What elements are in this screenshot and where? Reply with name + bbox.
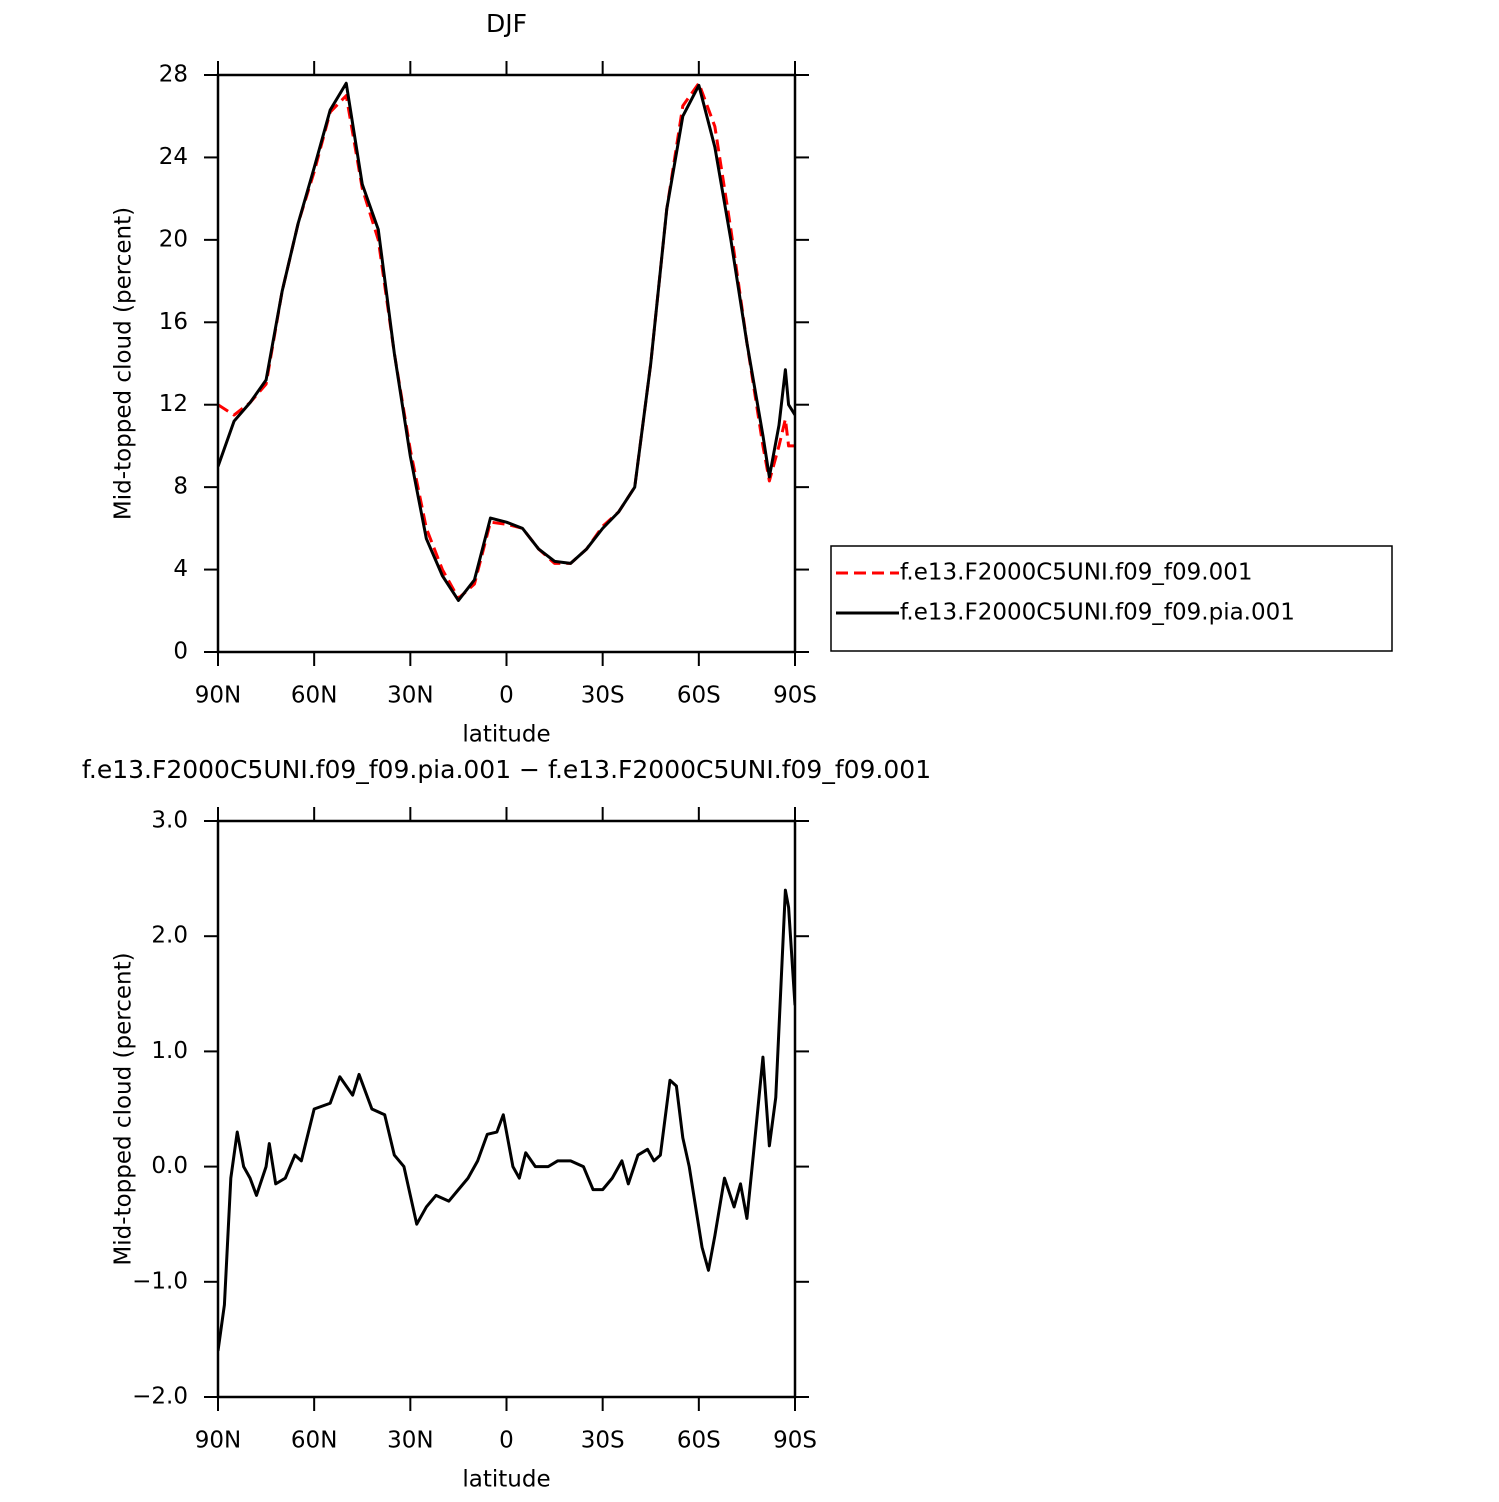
plot-frame	[216, 73, 797, 654]
x-tick-label: 90N	[195, 683, 241, 709]
y-tick-label: −1.0	[132, 1268, 188, 1294]
y-axis-label: Mid-topped cloud (percent)	[111, 952, 137, 1265]
y-tick-label: 8	[173, 474, 188, 500]
legend-box	[830, 545, 1393, 652]
y-tick-label: 2.0	[151, 923, 188, 949]
y-tick-label: −2.0	[132, 1384, 188, 1410]
y-tick-label: 20	[159, 226, 188, 252]
y-tick-label: 1.0	[151, 1038, 188, 1064]
y-tick-label: 0.0	[151, 1153, 188, 1179]
series-line	[218, 81, 795, 602]
x-tick-label: 30N	[387, 1428, 433, 1454]
y-tick-label: 3.0	[151, 808, 188, 834]
y-tick-label: 12	[159, 391, 188, 417]
x-tick-label: 60S	[677, 1428, 721, 1454]
x-tick-label: 60S	[677, 683, 721, 709]
legend-label: f.e13.F2000C5UNI.f09_f09.pia.001	[900, 600, 1295, 626]
series-line	[218, 888, 795, 1352]
x-tick-label: 30S	[581, 1428, 625, 1454]
x-axis-label: latitude	[462, 722, 550, 748]
y-axis-label: Mid-topped cloud (percent)	[111, 207, 137, 520]
chart-title: DJF	[486, 9, 527, 38]
x-tick-label: 60N	[291, 1428, 337, 1454]
x-tick-label: 30S	[581, 683, 625, 709]
x-tick-label: 30N	[387, 683, 433, 709]
x-tick-label: 0	[499, 683, 514, 709]
x-tick-label: 0	[499, 1428, 514, 1454]
y-tick-label: 4	[173, 556, 188, 582]
x-axis-label: latitude	[462, 1467, 550, 1493]
chart-title: f.e13.F2000C5UNI.f09_f09.pia.001 − f.e13…	[82, 755, 931, 784]
x-tick-label: 90S	[773, 1428, 817, 1454]
y-tick-label: 0	[173, 639, 188, 665]
plot-frame	[216, 819, 797, 1399]
x-tick-label: 60N	[291, 683, 337, 709]
y-tick-label: 16	[159, 309, 188, 335]
y-tick-label: 28	[159, 62, 188, 88]
y-tick-label: 24	[159, 144, 188, 170]
legend-label: f.e13.F2000C5UNI.f09_f09.001	[900, 560, 1253, 586]
x-tick-label: 90N	[195, 1428, 241, 1454]
x-tick-label: 90S	[773, 683, 817, 709]
